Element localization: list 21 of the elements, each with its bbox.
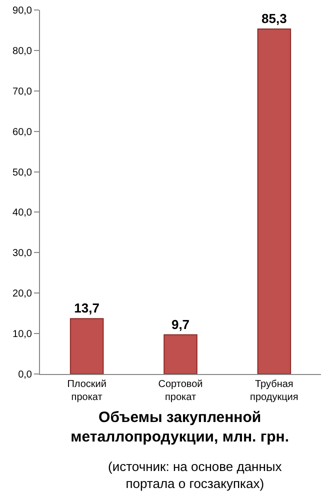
y-tick-label: 20,0 [12, 288, 32, 300]
bar [257, 28, 292, 374]
x-tick-label: Сортовой прокат [158, 379, 203, 403]
bar [164, 334, 198, 374]
y-tick-label: 30,0 [12, 248, 32, 260]
y-tick-label: 10,0 [12, 329, 32, 340]
bar [70, 318, 104, 374]
data-label: 9,7 [171, 316, 190, 332]
x-tick-label: Плоский прокат [67, 379, 106, 403]
x-tick-label: Трубная продукция [250, 379, 298, 403]
y-tick-label: 0,0 [18, 370, 32, 380]
y-tick-label: 80,0 [12, 46, 32, 57]
data-label: 13,7 [74, 300, 100, 316]
y-tick-label: 60,0 [12, 126, 32, 138]
y-tick-label: 90,0 [12, 6, 32, 16]
y-tick-label: 40,0 [12, 208, 32, 219]
y-tick-label: 70,0 [12, 86, 32, 98]
text: (источник: на основе данных портала о госзакупках) [108, 459, 282, 491]
data-label: 85,3 [262, 11, 287, 26]
text: Объемы закупленной металлопродукции, млн. грн. [70, 409, 290, 446]
y-tick-label: 50,0 [12, 167, 32, 178]
